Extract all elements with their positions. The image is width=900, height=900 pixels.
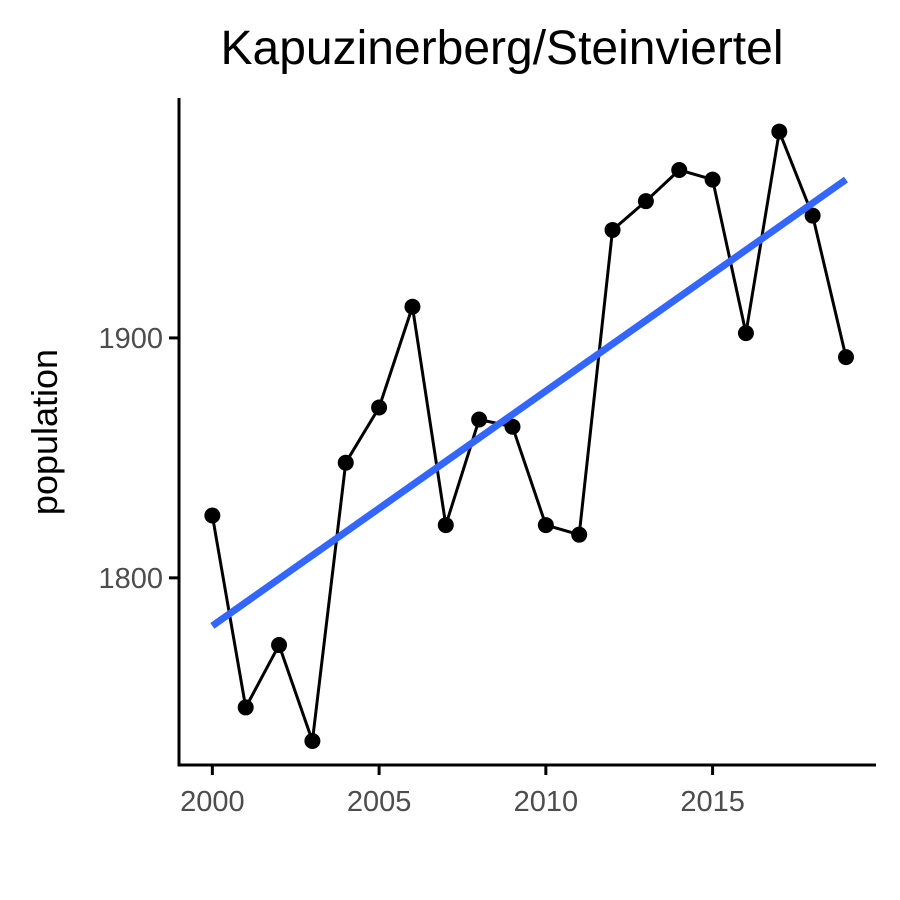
trend-line (210, 176, 849, 629)
data-point (837, 349, 854, 366)
data-point (604, 221, 621, 238)
x-tick-label: 2010 (514, 786, 579, 818)
x-tick-label: 2005 (347, 786, 412, 818)
data-point (304, 733, 321, 750)
y-tick-label: 1800 (98, 563, 163, 595)
data-point (571, 526, 588, 543)
data-point (271, 637, 288, 654)
data-point (471, 411, 488, 428)
x-tick-label: 2000 (180, 786, 245, 818)
data-point (804, 207, 821, 224)
data-point (204, 507, 221, 524)
data-point (404, 298, 421, 315)
data-point (704, 171, 721, 188)
data-point (671, 161, 688, 178)
data-point (771, 123, 788, 140)
data-point (504, 418, 521, 435)
data-layer (204, 123, 854, 750)
trend-layer (210, 176, 849, 629)
x-tick-label: 2015 (680, 786, 745, 818)
axes: 2000 2005 2010 2015 1800 1900 (98, 98, 876, 818)
y-tick-label: 1900 (98, 323, 163, 355)
series-line (210, 130, 848, 743)
data-point (337, 454, 354, 471)
data-point (537, 517, 554, 534)
data-point (237, 699, 254, 716)
y-axis-label: population (24, 349, 65, 515)
data-point (371, 399, 388, 416)
chart-title: Kapuzinerberg/Steinviertel (221, 22, 784, 75)
data-point (737, 325, 754, 342)
data-point (437, 517, 454, 534)
data-point (637, 193, 654, 210)
